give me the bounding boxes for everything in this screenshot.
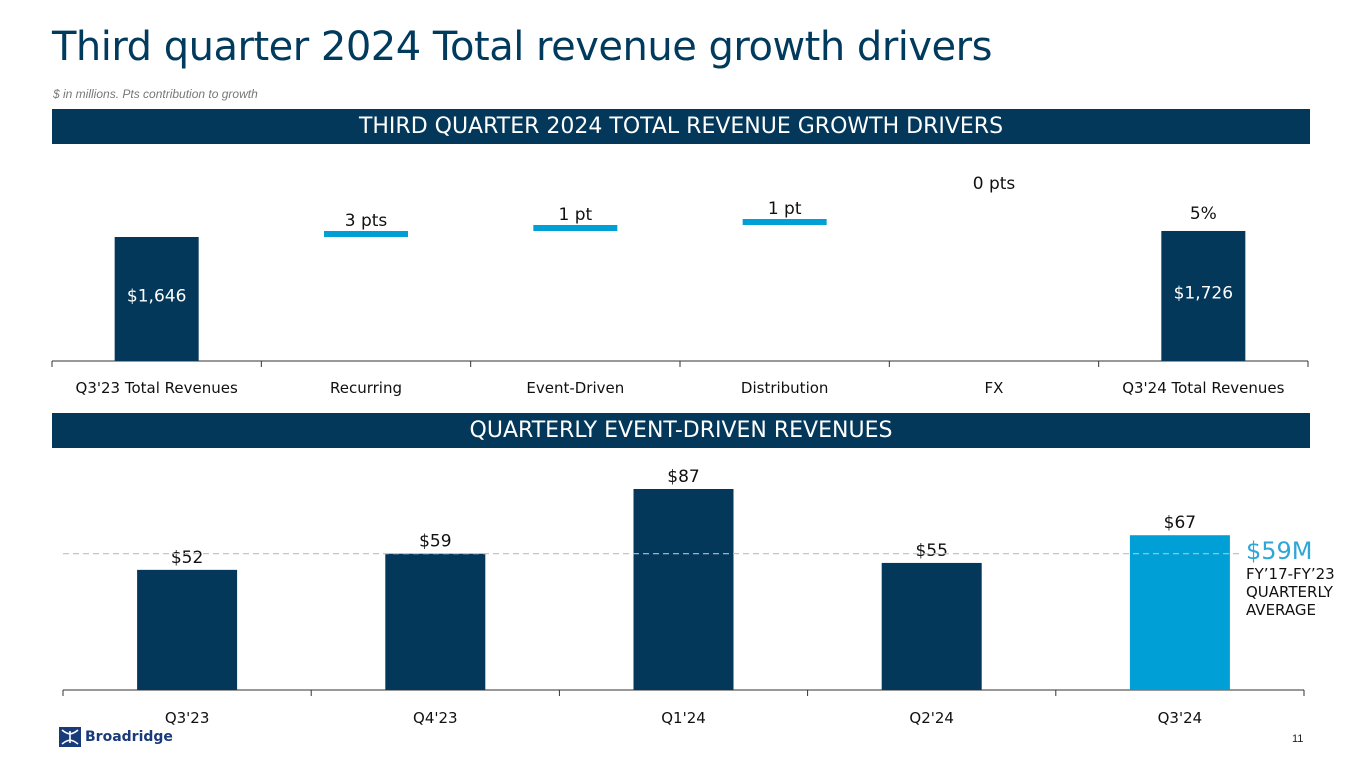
bar (1129, 535, 1230, 690)
x-tick-label: Event-Driven (526, 379, 624, 397)
data-label: 1 pt (768, 199, 802, 219)
logo-text: Broadridge (85, 729, 173, 745)
x-tick-label: Q3'23 (165, 709, 210, 727)
data-label: $59 (419, 532, 451, 552)
data-label: 3 pts (345, 211, 388, 231)
page-title: Third quarter 2024 Total revenue growth … (52, 24, 992, 70)
event-driven-banner: QUARTERLY EVENT-DRIVEN REVENUES (52, 413, 1310, 448)
bar-total (1161, 230, 1246, 361)
x-tick-label: Q3'24 (1158, 709, 1203, 727)
x-tick-label: FX (985, 379, 1004, 397)
x-tick-label: Recurring (330, 379, 402, 397)
data-label: $1,726 (1174, 284, 1233, 304)
bar-delta (533, 225, 618, 231)
data-label: $67 (1164, 513, 1196, 533)
data-label: $1,646 (127, 286, 186, 306)
growth-drivers-banner: THIRD QUARTER 2024 TOTAL REVENUE GROWTH … (52, 109, 1310, 144)
x-tick-label: Q3'23 Total Revenues (76, 379, 238, 397)
x-tick-label: Distribution (741, 379, 829, 397)
page-subtitle: $ in millions. Pts contribution to growt… (53, 87, 258, 101)
data-label: $87 (667, 467, 699, 487)
x-tick-label: Q3'24 Total Revenues (1122, 379, 1284, 397)
bar (385, 553, 486, 690)
bar-delta (324, 231, 408, 237)
growth-percent-label: 5% (1190, 204, 1217, 224)
average-description: FY’17-FY’23 QUARTERLY AVERAGE (1246, 565, 1335, 619)
bar (137, 569, 238, 690)
data-label: $55 (915, 541, 947, 561)
data-label: 0 pts (973, 174, 1016, 194)
bar (633, 489, 734, 690)
bar (881, 562, 982, 690)
page-number: 11 (1292, 733, 1304, 745)
x-tick-label: Q4'23 (413, 709, 458, 727)
data-label: $52 (171, 548, 203, 568)
broadridge-logo-icon (59, 727, 81, 747)
bar-total (114, 237, 199, 361)
average-value: $59M (1246, 537, 1313, 565)
broadridge-logo: Broadridge (59, 727, 173, 747)
bar-delta (742, 219, 827, 225)
x-tick-label: Q2'24 (909, 709, 954, 727)
x-tick-label: Q1'24 (661, 709, 706, 727)
average-annotation: $59M FY’17-FY’23 QUARTERLY AVERAGE (1246, 537, 1335, 619)
data-label: 1 pt (558, 205, 592, 225)
